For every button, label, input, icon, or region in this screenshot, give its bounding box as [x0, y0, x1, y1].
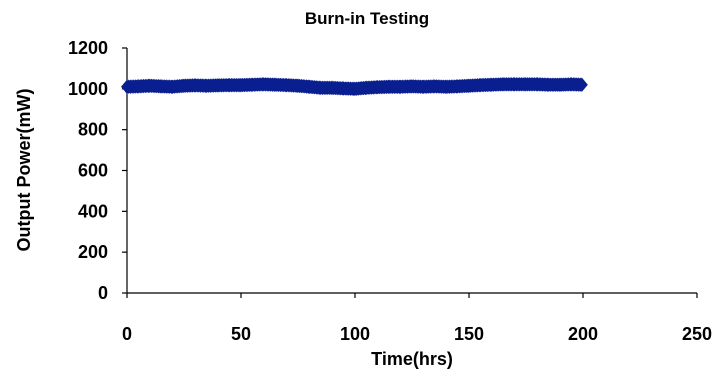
y-tick-label: 1000 [68, 79, 108, 99]
chart-title: Burn-in Testing [305, 9, 429, 28]
y-tick-label: 0 [98, 283, 108, 303]
y-tick-label: 200 [78, 242, 108, 262]
x-tick-label: 0 [122, 324, 132, 344]
x-tick-label: 250 [682, 324, 712, 344]
data-points [121, 77, 588, 97]
y-tick-label: 1200 [68, 38, 108, 58]
x-tick-label: 100 [340, 324, 370, 344]
x-axis-title: Time(hrs) [371, 349, 453, 369]
x-tick-label: 50 [231, 324, 251, 344]
y-axis-title: Output Power(mW) [14, 89, 34, 252]
ticks: 0 200 400 600 800 1000 1200 0 50 100 150 200 250 [68, 38, 712, 344]
plot-area: 0 200 400 600 800 1000 1200 0 50 100 150 200 250 [68, 38, 712, 344]
data-point [575, 77, 588, 92]
y-tick-label: 600 [78, 161, 108, 181]
x-tick-label: 200 [568, 324, 598, 344]
y-tick-label: 400 [78, 201, 108, 221]
x-tick-label: 150 [454, 324, 484, 344]
y-tick-label: 800 [78, 120, 108, 140]
